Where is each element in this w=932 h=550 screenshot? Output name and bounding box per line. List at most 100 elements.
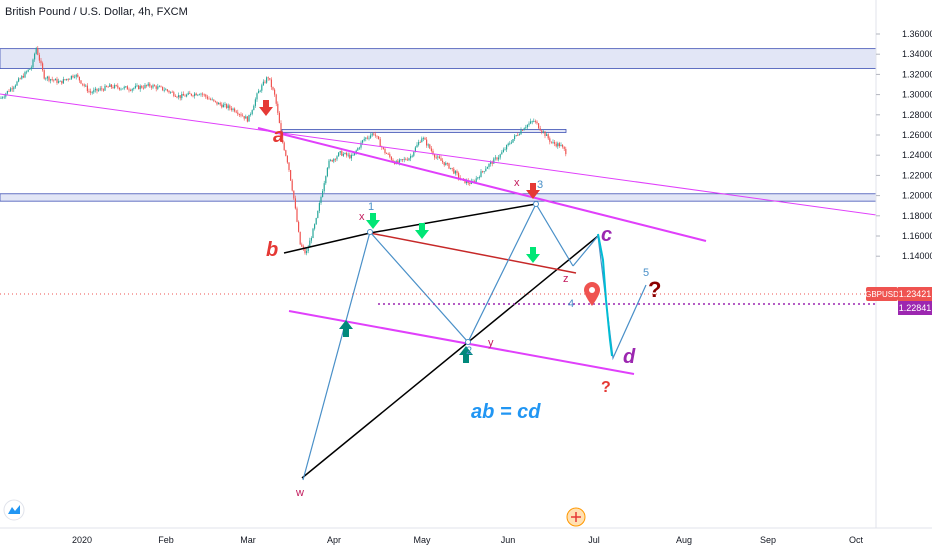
candle-body (336, 156, 338, 160)
candle-body (19, 78, 21, 80)
candle-body (198, 94, 200, 96)
candle-body (560, 145, 562, 147)
teal-up-arrow-icon (459, 346, 473, 363)
candle-body (251, 110, 253, 115)
candle-body (526, 124, 528, 128)
candle-body (117, 85, 119, 88)
y-tick-label: 1.36000 (902, 29, 932, 39)
candle-body (226, 104, 228, 109)
candle-body (8, 90, 10, 92)
candle-body (453, 168, 455, 174)
candle-body (168, 90, 170, 93)
markers (259, 100, 600, 363)
candle-body (466, 180, 468, 184)
candle-body (435, 157, 437, 159)
candle-body (267, 77, 269, 79)
candle-body (344, 152, 346, 154)
candle-body (237, 112, 239, 115)
candle-body (290, 170, 292, 181)
candle-body (162, 86, 164, 91)
red-trendline (369, 232, 577, 274)
x-tick-label: 2020 (72, 535, 92, 545)
candle-body (253, 105, 255, 111)
wave-label-3: 3 (537, 179, 543, 191)
candle-body (320, 196, 322, 203)
candle-body (379, 139, 381, 147)
tradingview-logo-icon[interactable] (3, 499, 25, 521)
candle-body (26, 71, 28, 73)
candle-body (301, 244, 303, 247)
price-zone (281, 129, 567, 133)
candle-body (437, 156, 439, 158)
candle-body (91, 92, 93, 94)
candle-body (35, 48, 37, 54)
candle-body (261, 85, 263, 91)
candle-body (410, 156, 412, 159)
candle-body (534, 121, 536, 122)
candle-body (563, 146, 565, 149)
candle-body (254, 99, 256, 106)
label-c: c (601, 224, 612, 246)
candle-body (421, 138, 423, 143)
candle-body (98, 89, 100, 91)
candle-body (67, 78, 69, 80)
candle-body (477, 177, 479, 179)
candle-body (147, 83, 149, 86)
candle-body (536, 121, 538, 124)
candle-body (504, 149, 506, 151)
candle-body (283, 142, 285, 151)
candle-body (40, 60, 42, 64)
y-tick-label: 1.18000 (902, 211, 932, 221)
candle-body (371, 133, 373, 136)
candle-body (518, 134, 520, 136)
candle-body (413, 151, 415, 156)
teal-up-arrow-icon (339, 320, 353, 337)
candle-body (531, 121, 533, 123)
candle-body (274, 89, 276, 95)
candle-body (202, 93, 204, 95)
candle-body (312, 228, 314, 239)
question-mark-right: ? (648, 277, 661, 302)
candle-body (546, 134, 548, 136)
candle-body (272, 87, 274, 90)
wave-point (465, 339, 471, 345)
candle-body (358, 147, 360, 149)
wave-label-2: 2 (466, 345, 472, 357)
candle-body (450, 167, 452, 169)
candle-body (110, 84, 112, 88)
candle-body (346, 152, 348, 156)
candle-body (222, 104, 224, 108)
candle-body (298, 221, 300, 232)
candle-body (314, 224, 316, 229)
candle-body (318, 202, 320, 211)
candle-body (378, 136, 380, 140)
candle-body (354, 152, 356, 155)
candle-body (224, 104, 226, 105)
candle-body (522, 130, 524, 131)
candle-body (357, 148, 359, 151)
candle-body (490, 161, 492, 164)
candle-body (120, 88, 122, 90)
events-icon[interactable] (566, 507, 586, 527)
y-tick-label: 1.14000 (902, 251, 932, 261)
label-b: b (266, 239, 278, 261)
candle-body (352, 154, 354, 156)
map-pin-dot (589, 287, 595, 293)
candle-body (552, 142, 554, 143)
candle-body (278, 112, 280, 124)
candle-body (515, 135, 517, 136)
candle-body (339, 151, 341, 153)
candle-body (539, 128, 541, 131)
time-axis: 2020 Feb Mar Apr May Jun Jul Aug Sep Oct (0, 527, 932, 550)
candle-body (109, 84, 111, 87)
candle-body (554, 142, 556, 144)
candle-body (218, 102, 220, 105)
candle-body (547, 134, 549, 139)
candle-body (170, 91, 172, 93)
candle-body (88, 91, 90, 92)
candle-body (78, 76, 80, 81)
candle-body (206, 96, 208, 99)
candle-body (146, 84, 148, 86)
candle-body (43, 70, 45, 79)
